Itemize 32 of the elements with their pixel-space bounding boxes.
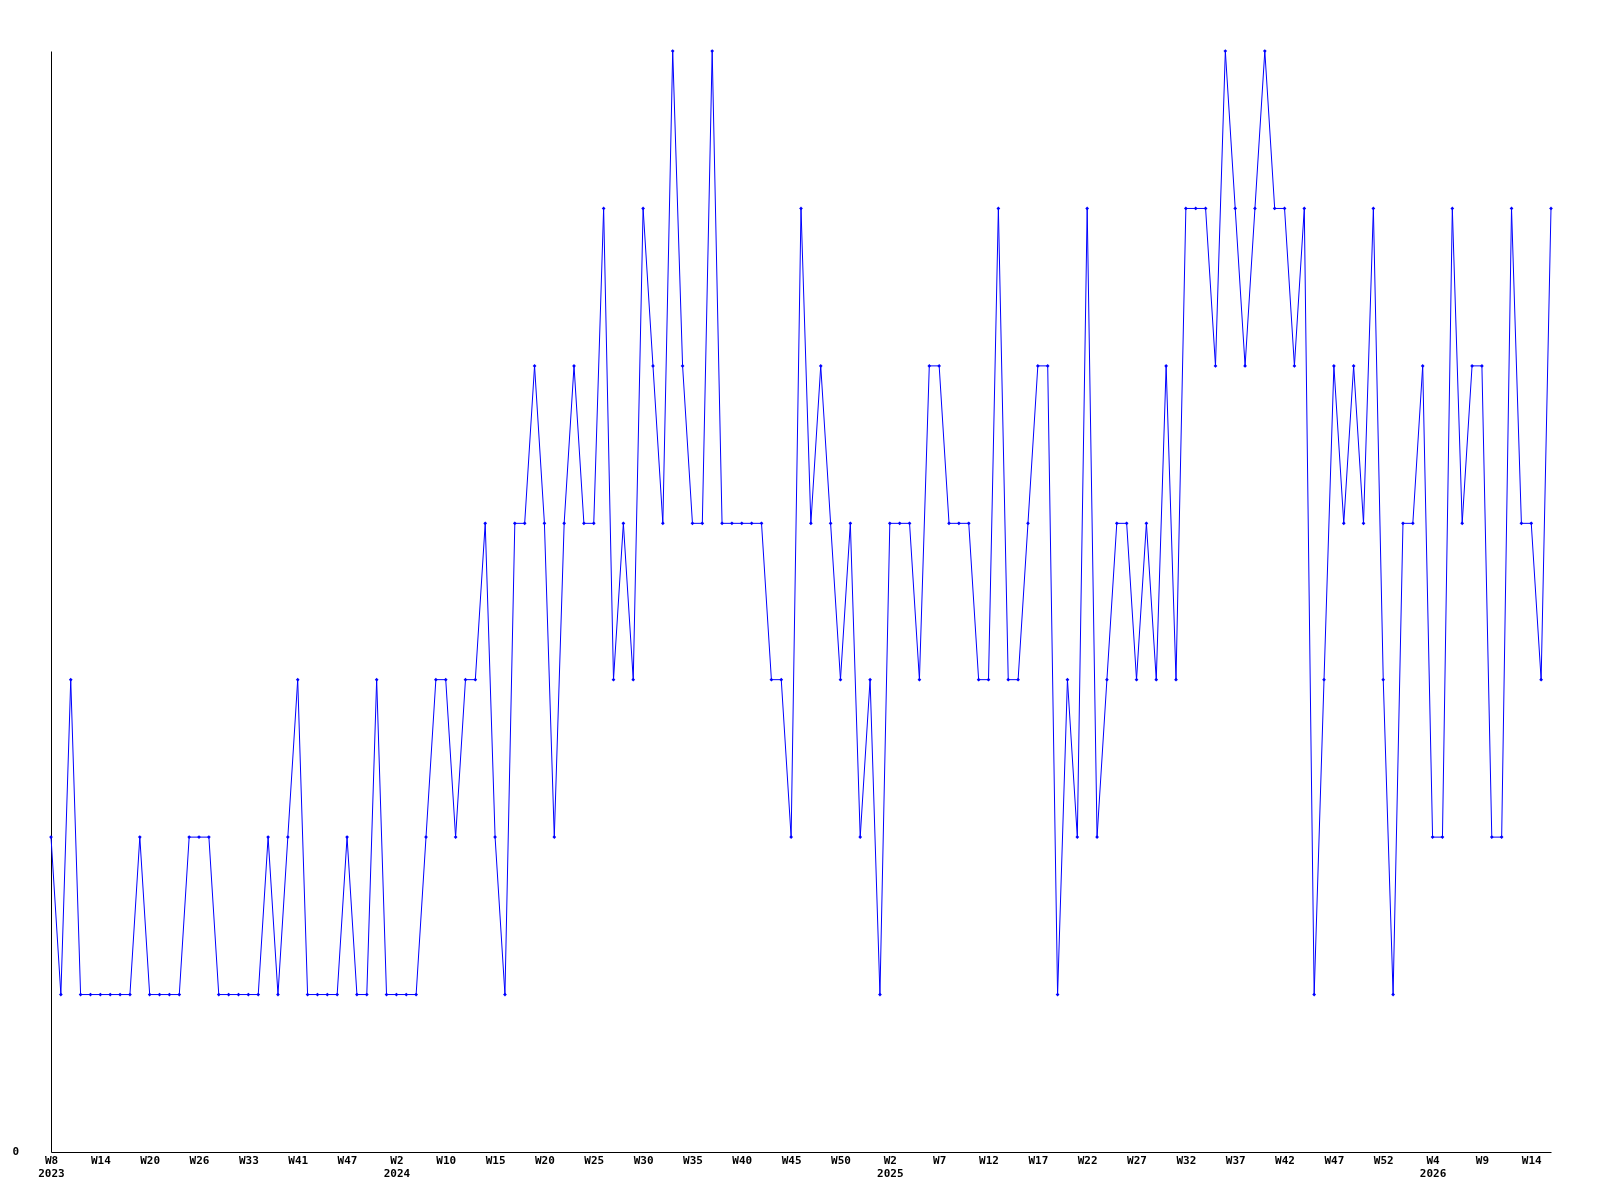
x-tick-label: W30 xyxy=(633,1153,654,1167)
x-tick-label: W15 xyxy=(485,1153,506,1167)
x-tick-label: W32 xyxy=(1176,1153,1197,1167)
x-tick-label: W20 xyxy=(534,1153,555,1167)
x-tick-label: W10 xyxy=(436,1153,457,1167)
x-tick-label: W50 xyxy=(831,1153,851,1167)
x-tick-label: W12 xyxy=(979,1153,999,1167)
x-tick-label: W2 2024 xyxy=(383,1153,411,1180)
x-tick-label: W8 2023 xyxy=(38,1153,65,1180)
x-tick-label: W14 xyxy=(1521,1153,1543,1167)
x-tick-label: W33 xyxy=(238,1153,259,1167)
x-tick-label: W2 2025 xyxy=(877,1153,904,1180)
x-tick-label: W47 xyxy=(337,1153,358,1167)
x-tick-label: W37 xyxy=(1225,1153,1246,1167)
text: 0 xyxy=(12,1145,19,1158)
x-tick-label: W4 2026 xyxy=(1419,1153,1447,1180)
x-tick-label: W47 xyxy=(1324,1153,1345,1167)
x-tick-label: W20 xyxy=(140,1153,161,1167)
x-tick-label: W35 xyxy=(683,1153,703,1167)
x-tick-label: W41 xyxy=(288,1153,309,1167)
x-tick-label: W27 xyxy=(1127,1153,1147,1167)
x-tick-label: W7 xyxy=(933,1153,947,1167)
x-tick-label: W17 xyxy=(1028,1153,1049,1167)
x-tick-label: W25 xyxy=(584,1153,605,1167)
x-tick-label: W14 xyxy=(90,1153,112,1167)
x-tick-label: W52 xyxy=(1373,1153,1394,1167)
x-tick-label: W40 xyxy=(732,1153,753,1167)
x-tick-label: W22 xyxy=(1077,1153,1098,1167)
x-tick-label: W45 xyxy=(781,1153,802,1167)
x-tick-label: W26 xyxy=(189,1153,210,1167)
x-tick-label: W42 xyxy=(1275,1153,1295,1167)
x-tick-label: W9 xyxy=(1475,1153,1490,1167)
